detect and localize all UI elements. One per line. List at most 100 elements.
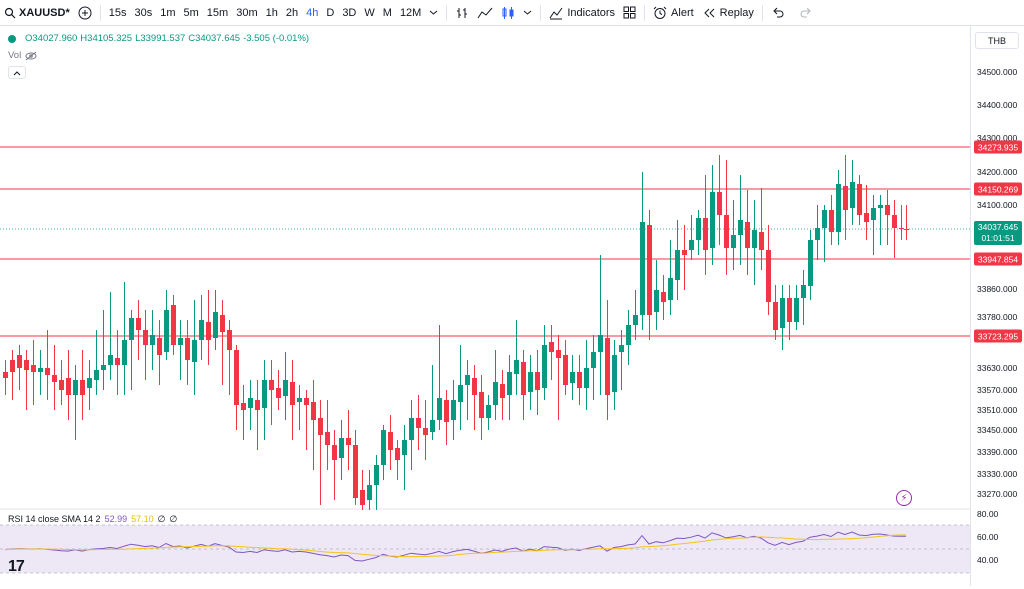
- search-icon: [4, 7, 16, 18]
- chevron-down-icon: [430, 10, 438, 15]
- interval-list: 15s 30s 1m 5m 15m 30m 1h 2h 4h D 3D W M 12M: [105, 2, 426, 24]
- redo-button[interactable]: [795, 2, 817, 24]
- candle-body: [500, 384, 505, 398]
- price-tick: 33390.000: [977, 447, 1018, 457]
- line-style-button[interactable]: [473, 2, 497, 24]
- candle-body: [80, 380, 85, 395]
- candle-body: [528, 372, 533, 392]
- interval-w[interactable]: W: [364, 6, 375, 19]
- interval-3d[interactable]: 3D: [342, 6, 357, 19]
- candle-body: [430, 420, 435, 432]
- toolbar-divider: [761, 4, 763, 21]
- candle-body: [570, 372, 575, 383]
- price-tick: 33270.000: [977, 489, 1018, 499]
- candle-body: [262, 380, 267, 408]
- interval-4h[interactable]: 4h: [306, 6, 319, 19]
- undo-button[interactable]: [767, 2, 789, 24]
- tradingview-logo[interactable]: 17: [8, 558, 25, 575]
- indicators-button[interactable]: Indicators: [545, 2, 619, 24]
- candle-body: [234, 350, 239, 405]
- alarm-clock-icon: [653, 6, 667, 19]
- interval-m[interactable]: M: [382, 6, 392, 19]
- interval-15m[interactable]: 15m: [206, 6, 229, 19]
- interval-15s[interactable]: 15s: [108, 6, 127, 19]
- interval-dropdown[interactable]: [425, 2, 442, 24]
- price-tick: 34500.000: [977, 67, 1018, 77]
- candle-body: [199, 320, 204, 340]
- level-price-label[interactable]: 34150.269: [974, 182, 1022, 196]
- bars-icon: [457, 7, 468, 18]
- candle-body: [346, 438, 351, 445]
- candle-body: [759, 232, 764, 250]
- symbol-search[interactable]: XAUUSD *: [0, 2, 74, 24]
- alert-label: Alert: [671, 6, 694, 19]
- candle-body: [24, 360, 29, 370]
- price-scale[interactable]: 34500.000 34400.000 34300.000 34200.000 3410…: [970, 26, 1024, 586]
- candle-body: [605, 338, 610, 395]
- price-chart[interactable]: [0, 26, 970, 589]
- interval-12m[interactable]: 12M: [399, 6, 422, 19]
- candle-body: [332, 445, 337, 460]
- candle-body: [381, 430, 386, 465]
- candle-body: [689, 240, 694, 250]
- candle-body: [710, 192, 715, 248]
- grid-icon: [623, 6, 636, 19]
- level-price-label[interactable]: 34273.935: [974, 140, 1022, 154]
- candle-body: [661, 292, 666, 302]
- collapse-legend-button[interactable]: [8, 66, 26, 79]
- candles-style-button[interactable]: [497, 2, 519, 24]
- interval-d[interactable]: D: [326, 6, 335, 19]
- candle-body: [59, 380, 64, 390]
- eye-crossed-icon[interactable]: [25, 51, 37, 61]
- toolbar-divider: [540, 4, 542, 21]
- candle-body: [766, 250, 771, 302]
- rsi-extra-1: ∅: [157, 514, 166, 524]
- current-price-value: 34037.645: [977, 222, 1019, 232]
- bar-style-button[interactable]: [451, 2, 473, 24]
- rsi-tick: 60.00: [977, 532, 999, 542]
- level-price-label[interactable]: 33723.295: [974, 329, 1022, 343]
- price-tick: 33570.000: [977, 385, 1018, 395]
- candle-body: [591, 352, 596, 368]
- replay-button[interactable]: Replay: [698, 2, 758, 24]
- interval-30s[interactable]: 30s: [134, 6, 153, 19]
- price-tick: 34300.000: [977, 133, 1018, 143]
- currency-button[interactable]: THB: [975, 32, 1019, 49]
- candle-body: [465, 375, 470, 385]
- candle-body: [269, 380, 274, 390]
- interval-2h[interactable]: 2h: [285, 6, 299, 19]
- alert-button[interactable]: Alert: [649, 2, 698, 24]
- candle-body: [325, 432, 330, 445]
- interval-1h[interactable]: 1h: [265, 6, 278, 19]
- plus-circle-icon: [78, 6, 92, 19]
- candle-body: [94, 370, 99, 380]
- candle-body: [227, 330, 232, 350]
- candle-body: [703, 218, 708, 250]
- indicators-icon: [549, 7, 563, 19]
- candle-body: [899, 228, 904, 229]
- chart-style-dropdown[interactable]: [519, 2, 536, 24]
- interval-30m[interactable]: 30m: [236, 6, 258, 19]
- candle-body: [339, 438, 344, 458]
- candle-body: [864, 213, 869, 222]
- candle-body: [794, 298, 799, 322]
- level-price-label[interactable]: 33947.854: [974, 252, 1022, 266]
- candle-body: [549, 342, 554, 352]
- candle-body: [556, 350, 561, 358]
- layouts-button[interactable]: [619, 2, 640, 24]
- candle-body: [129, 318, 134, 340]
- candle-body: [675, 250, 680, 280]
- candle-body: [843, 186, 848, 210]
- candle-body: [101, 365, 106, 370]
- candle-body: [619, 345, 624, 352]
- interval-1m[interactable]: 1m: [160, 6, 176, 19]
- current-price-label: 34037.645 01:01:51: [974, 221, 1022, 245]
- interval-5m[interactable]: 5m: [183, 6, 199, 19]
- indicators-label: Indicators: [567, 6, 616, 19]
- candle-body: [122, 340, 127, 365]
- candle-body: [38, 368, 43, 372]
- candle-body: [640, 222, 645, 315]
- lightning-icon[interactable]: ⚡: [896, 490, 912, 506]
- candle-body: [374, 465, 379, 485]
- compare-add-button[interactable]: [74, 2, 96, 24]
